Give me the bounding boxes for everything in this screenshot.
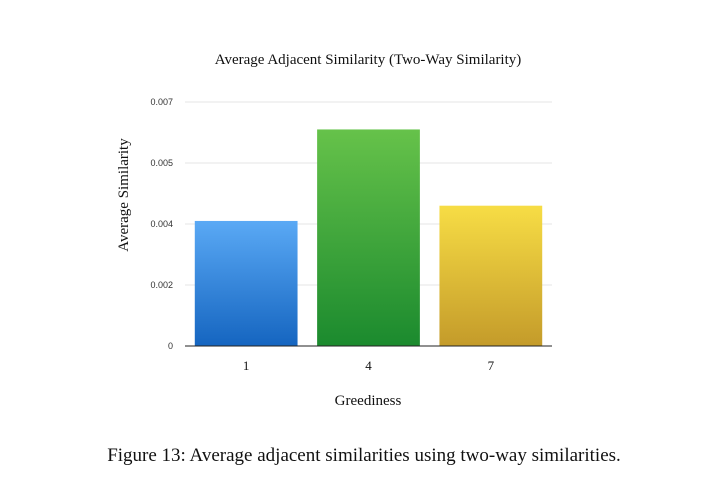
x-tick-label: 4 [365,358,372,373]
y-tick-label: 0.002 [150,280,173,290]
chart-title: Average Adjacent Similarity (Two-Way Sim… [215,52,522,68]
y-tick-label: 0.004 [150,219,173,229]
bar-7 [439,205,543,346]
bar-4 [317,129,420,346]
y-tick-label: 0 [168,341,173,351]
bars [194,129,543,346]
y-axis-label: Average Similarity [116,138,132,252]
y-tick-labels: 0 0.002 0.004 0.005 0.007 [150,97,173,351]
bar-1 [194,220,298,346]
y-tick-label: 0.007 [150,97,173,107]
figure-caption: Figure 13: Average adjacent similarities… [107,445,621,466]
x-tick-label: 7 [488,358,495,373]
x-tick-label: 1 [243,358,250,373]
x-axis-label: Greediness [335,393,402,409]
x-tick-labels: 1 4 7 [243,358,495,373]
y-tick-label: 0.005 [150,158,173,168]
